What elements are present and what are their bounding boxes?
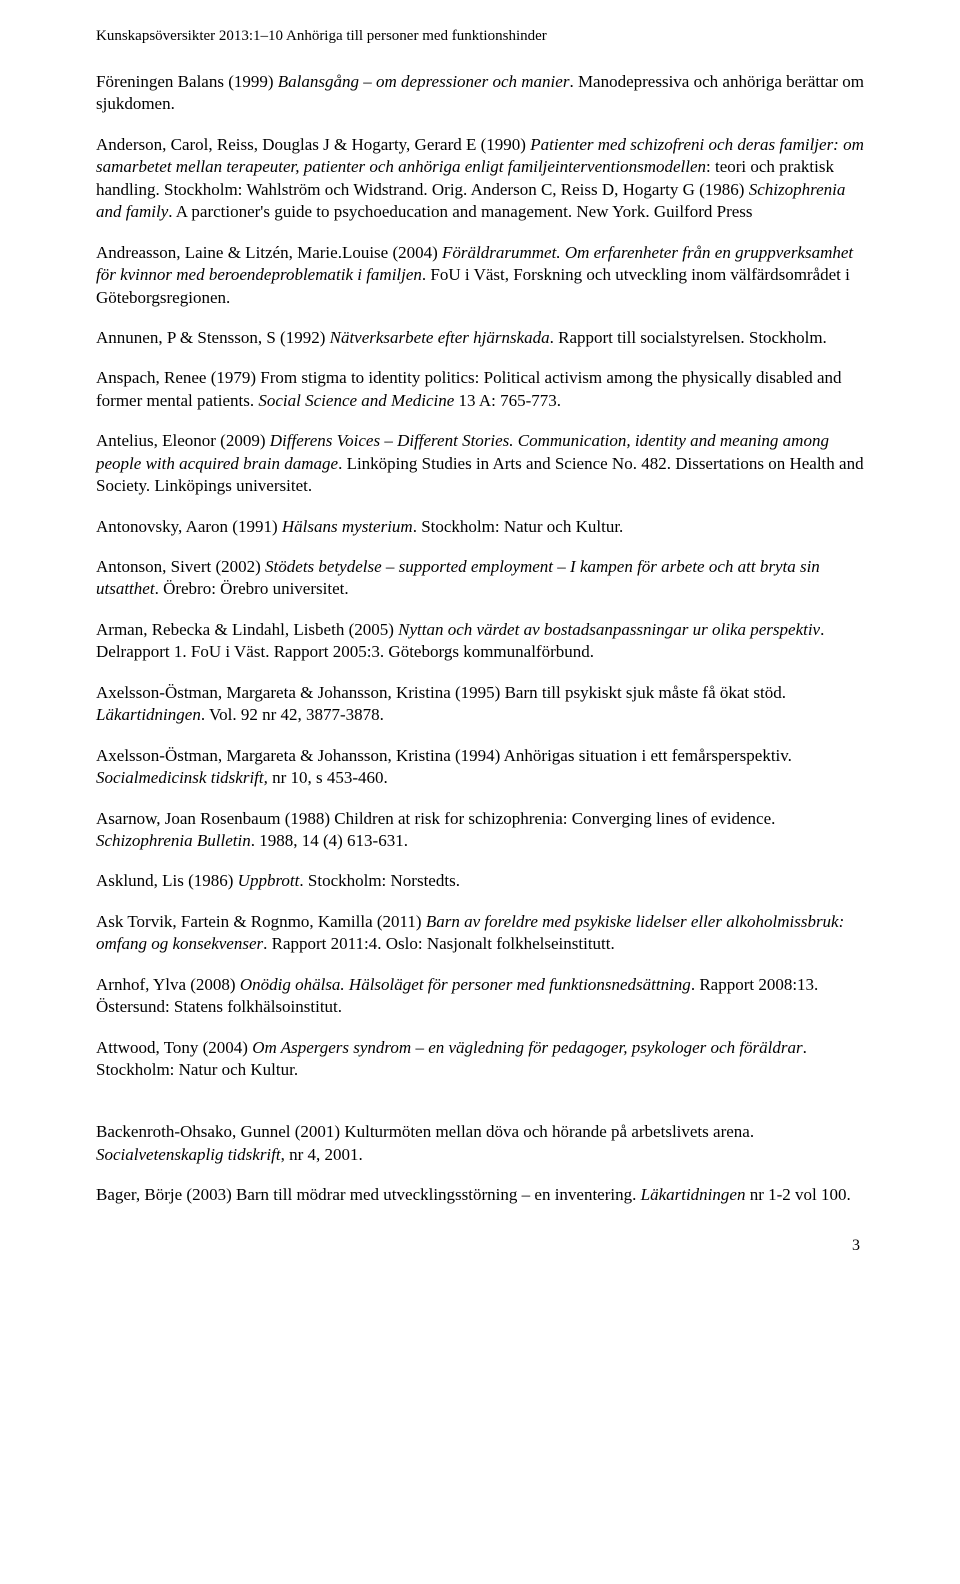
bibliography-entry: Backenroth-Ohsako, Gunnel (2001) Kulturm… — [96, 1121, 864, 1166]
bibliography-entry: Asklund, Lis (1986) Uppbrott. Stockholm:… — [96, 870, 864, 892]
page-header: Kunskapsöversikter 2013:1–10 Anhöriga ti… — [96, 28, 864, 45]
bibliography-entry: Ask Torvik, Fartein & Rognmo, Kamilla (2… — [96, 911, 864, 956]
bibliography-entry: Antonovsky, Aaron (1991) Hälsans mysteri… — [96, 516, 864, 538]
bibliography-entry: Arman, Rebecka & Lindahl, Lisbeth (2005)… — [96, 619, 864, 664]
bibliography-list: Föreningen Balans (1999) Balansgång – om… — [96, 71, 864, 1207]
bibliography-entry: Asarnow, Joan Rosenbaum (1988) Children … — [96, 808, 864, 853]
bibliography-entry: Anspach, Renee (1979) From stigma to ide… — [96, 367, 864, 412]
bibliography-entry: Andreasson, Laine & Litzén, Marie.Louise… — [96, 242, 864, 309]
bibliography-entry: Axelsson-Östman, Margareta & Johansson, … — [96, 682, 864, 727]
bibliography-entry: Attwood, Tony (2004) Om Aspergers syndro… — [96, 1037, 864, 1082]
bibliography-entry: Antonson, Sivert (2002) Stödets betydels… — [96, 556, 864, 601]
bibliography-entry: Föreningen Balans (1999) Balansgång – om… — [96, 71, 864, 116]
bibliography-entry: Anderson, Carol, Reiss, Douglas J & Hoga… — [96, 134, 864, 224]
bibliography-entry: Annunen, P & Stensson, S (1992) Nätverks… — [96, 327, 864, 349]
bibliography-entry: Arnhof, Ylva (2008) Onödig ohälsa. Hälso… — [96, 974, 864, 1019]
bibliography-entry: Bager, Börje (2003) Barn till mödrar med… — [96, 1184, 864, 1206]
bibliography-entry: Axelsson-Östman, Margareta & Johansson, … — [96, 745, 864, 790]
bibliography-entry: Antelius, Eleonor (2009) Differens Voice… — [96, 430, 864, 497]
page-number: 3 — [96, 1237, 864, 1255]
